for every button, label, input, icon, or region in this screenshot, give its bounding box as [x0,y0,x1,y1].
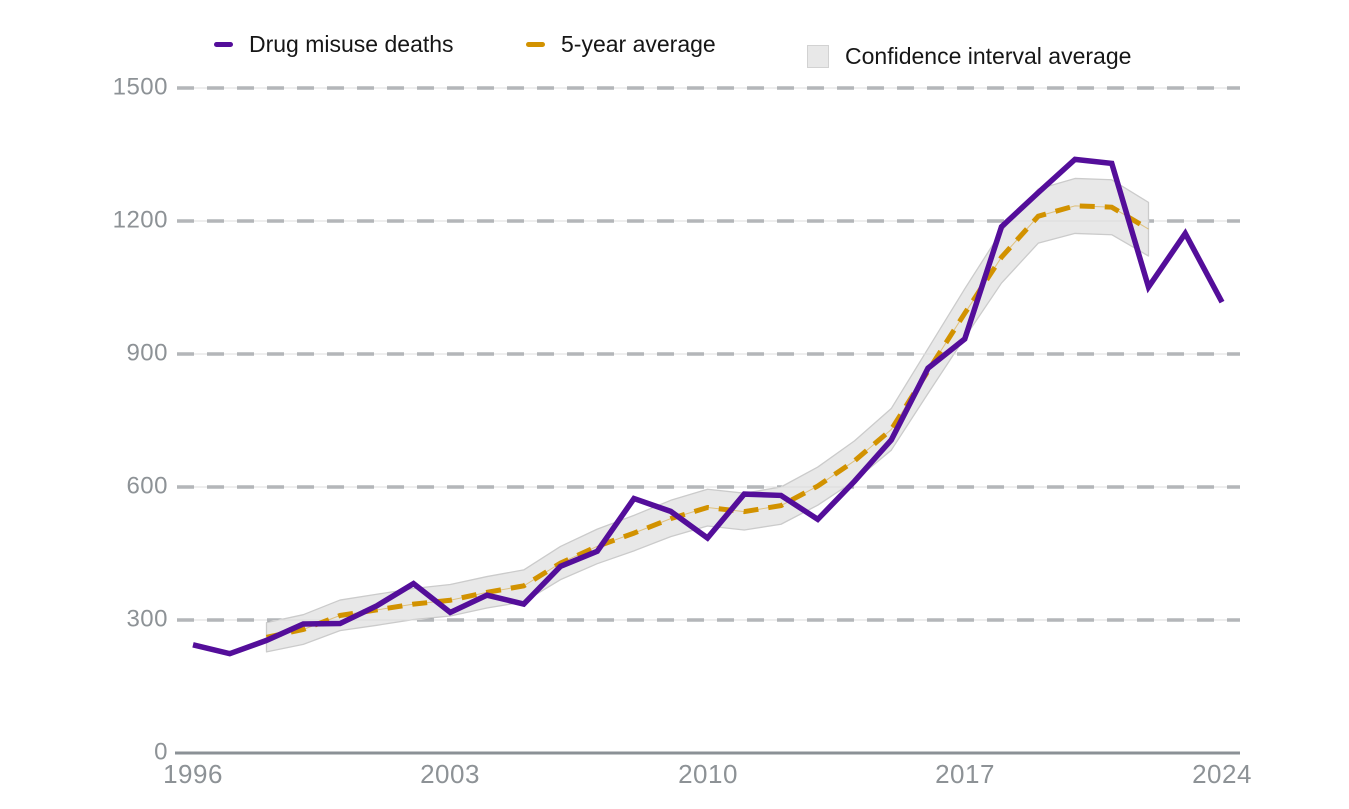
x-tick-label: 1996 [163,759,223,789]
gold-dash-swatch-icon [526,42,545,47]
gridlines-faint-overlay [177,87,1240,621]
legend-item-five-year-average: 5-year average [526,31,716,58]
y-tick-label: 0 [154,738,168,766]
y-tick-label: 600 [126,472,168,500]
x-tick-label: 2010 [678,759,738,789]
legend-item-drug-misuse-deaths: Drug misuse deaths [214,31,454,58]
legend-label: 5-year average [561,31,716,57]
y-tick-label: 900 [126,339,168,367]
drug-misuse-deaths-line [192,156,1225,657]
y-tick-label: 300 [126,605,168,633]
purple-dash-swatch-icon [214,42,233,47]
x-tick-label: 2024 [1192,759,1252,789]
y-tick-label: 1500 [112,73,168,101]
legend-label: Confidence interval average [845,43,1132,69]
legend-item-confidence-interval: Confidence interval average [807,43,1131,70]
confidence-interval-band [265,177,1150,653]
legend-label: Drug misuse deaths [249,31,454,57]
y-tick-label: 1200 [112,206,168,234]
gray-box-swatch-icon [807,45,829,68]
x-tick-label: 2003 [420,759,480,789]
x-tick-label: 2017 [935,759,995,789]
five-year-average-line [265,203,1150,640]
